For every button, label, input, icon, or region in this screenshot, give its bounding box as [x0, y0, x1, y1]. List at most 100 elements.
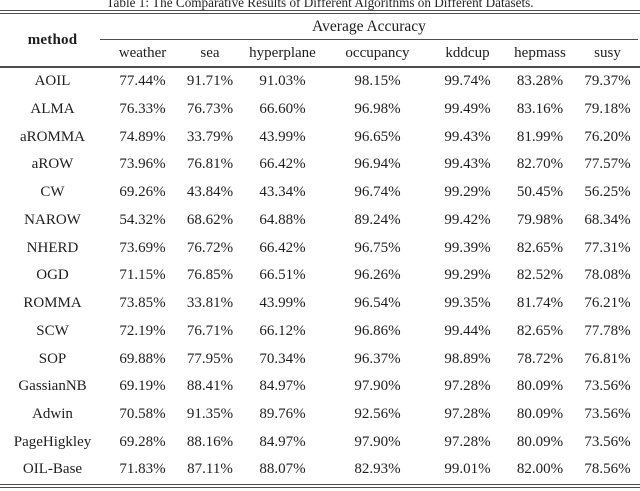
accuracy-value-cell: 99.01% [444, 461, 491, 478]
method-cell: SOP [38, 350, 67, 367]
accuracy-value-cell: 33.79% [186, 128, 234, 145]
accuracy-value-cell: 77.44% [119, 73, 166, 90]
method-cell: OGD [36, 267, 69, 284]
method-cell: NAROW [24, 211, 81, 228]
accuracy-value-cell: 96.74% [354, 184, 401, 201]
accuracy-value-cell: 77.95% [186, 350, 234, 367]
accuracy-value-cell: 76.33% [119, 101, 166, 118]
accuracy-value-cell: 68.62% [186, 211, 234, 228]
top-rule-lower [0, 13, 640, 15]
method-cell: OIL-Base [22, 461, 83, 478]
accuracy-value-cell: 79.98% [516, 211, 564, 228]
accuracy-value-cell: 96.54% [354, 295, 401, 312]
accuracy-value-cell: 96.94% [354, 156, 401, 173]
accuracy-value-cell: 70.34% [259, 350, 306, 367]
method-cell: CW [40, 184, 65, 201]
accuracy-value-cell: 99.43% [444, 156, 491, 173]
table-row: AOIL 77.44% 91.71% 91.03% 98.15% 99.74% 83.28%… [0, 68, 640, 96]
accuracy-value-cell: 73.69% [119, 239, 166, 256]
dataset-header-kddcup: kddcup [445, 44, 490, 61]
accuracy-value-cell: 91.03% [259, 73, 306, 90]
method-cell: aROW [31, 156, 74, 173]
accuracy-value-cell: 82.65% [516, 239, 564, 256]
accuracy-value-cell: 71.83% [119, 461, 166, 478]
accuracy-value-cell: 92.56% [354, 405, 401, 422]
accuracy-value-cell: 70.58% [119, 405, 166, 422]
accuracy-value-cell: 54.32% [119, 211, 166, 228]
accuracy-value-cell: 66.60% [259, 101, 306, 118]
accuracy-value-cell: 69.88% [119, 350, 166, 367]
accuracy-value-cell: 73.56% [584, 378, 631, 395]
accuracy-value-cell: 69.28% [119, 433, 166, 450]
table-row: CW 69.26% 43.84% 43.34% 96.74% 99.29% 50.45% 56… [0, 179, 640, 207]
accuracy-value-cell: 82.93% [354, 461, 401, 478]
top-rule-upper [0, 10, 640, 12]
accuracy-value-cell: 76.20% [584, 128, 631, 145]
dataset-header-hepmass: hepmass [514, 44, 566, 61]
dataset-header-row: weather sea hyperplane occupancy kddcup … [0, 40, 640, 66]
accuracy-value-cell: 79.37% [584, 73, 631, 90]
accuracy-value-cell: 89.24% [354, 211, 401, 228]
accuracy-value-cell: 97.28% [444, 433, 491, 450]
accuracy-value-cell: 66.42% [259, 239, 306, 256]
accuracy-value-cell: 91.71% [186, 73, 234, 90]
method-cell: PageHigkley [13, 433, 92, 450]
accuracy-value-cell: 66.12% [259, 322, 306, 339]
accuracy-value-cell: 84.97% [259, 433, 306, 450]
table-header: method Average Accuracy weather sea hype… [0, 14, 640, 66]
header-rule [0, 66, 640, 68]
accuracy-value-cell: 76.72% [186, 239, 234, 256]
accuracy-value-cell: 76.71% [186, 322, 234, 339]
accuracy-value-cell: 99.35% [444, 295, 491, 312]
accuracy-value-cell: 73.56% [584, 405, 631, 422]
accuracy-value-cell: 80.09% [516, 378, 564, 395]
accuracy-value-cell: 73.56% [584, 433, 631, 450]
accuracy-value-cell: 68.34% [584, 211, 631, 228]
accuracy-value-cell: 97.90% [354, 433, 401, 450]
accuracy-value-cell: 82.65% [516, 322, 564, 339]
method-cell: GassianNB [18, 378, 87, 395]
method-cell: SCW [36, 322, 69, 339]
accuracy-value-cell: 99.42% [444, 211, 491, 228]
accuracy-value-cell: 66.42% [259, 156, 306, 173]
dataset-header-hyperplane: hyperplane [249, 44, 316, 61]
table-row: ROMMA 73.85% 33.81% 43.99% 96.54% 99.35% 81.74… [0, 290, 640, 318]
dataset-header-susy: susy [594, 44, 621, 61]
accuracy-value-cell: 76.21% [584, 295, 631, 312]
accuracy-value-cell: 99.43% [444, 128, 491, 145]
accuracy-value-cell: 43.84% [186, 184, 234, 201]
accuracy-value-cell: 71.15% [119, 267, 166, 284]
accuracy-value-cell: 79.18% [584, 101, 631, 118]
accuracy-value-cell: 74.89% [119, 128, 166, 145]
accuracy-value-cell: 66.51% [259, 267, 306, 284]
accuracy-value-cell: 96.86% [354, 322, 401, 339]
dataset-header-occupancy: occupancy [345, 44, 410, 61]
accuracy-value-cell: 84.97% [259, 378, 306, 395]
table-row: Adwin 70.58% 91.35% 89.76% 92.56% 97.28% 80.09… [0, 401, 640, 429]
table-row: GassianNB 69.19% 88.41% 84.97% 97.90% 97.28% 8… [0, 373, 640, 401]
accuracy-value-cell: 96.98% [354, 101, 401, 118]
accuracy-value-cell: 99.49% [444, 101, 491, 118]
accuracy-value-cell: 76.81% [584, 350, 631, 367]
accuracy-value-cell: 82.70% [516, 156, 564, 173]
accuracy-value-cell: 97.90% [354, 378, 401, 395]
accuracy-value-cell: 98.15% [354, 73, 401, 90]
accuracy-value-cell: 96.37% [354, 350, 401, 367]
table-row: NHERD 73.69% 76.72% 66.42% 96.75% 99.39% 82.65… [0, 234, 640, 262]
accuracy-value-cell: 87.11% [187, 461, 233, 478]
accuracy-value-cell: 80.09% [516, 433, 564, 450]
method-cell: ALMA [30, 101, 75, 118]
accuracy-value-cell: 43.99% [259, 128, 306, 145]
accuracy-value-cell: 64.88% [259, 211, 306, 228]
accuracy-value-cell: 72.19% [119, 322, 166, 339]
method-cell: NHERD [26, 239, 79, 256]
accuracy-value-cell: 98.89% [444, 350, 491, 367]
table-row: SOP 69.88% 77.95% 70.34% 96.37% 98.89% 78.72% 7… [0, 345, 640, 373]
accuracy-value-cell: 82.52% [516, 267, 564, 284]
accuracy-value-cell: 43.34% [259, 184, 306, 201]
table-row: SCW 72.19% 76.71% 66.12% 96.86% 99.44% 82.65% 7… [0, 317, 640, 345]
table-row: aROW 73.96% 76.81% 66.42% 96.94% 99.43% 82.70%… [0, 151, 640, 179]
accuracy-value-cell: 50.45% [516, 184, 564, 201]
accuracy-value-cell: 99.29% [444, 184, 491, 201]
accuracy-value-cell: 81.74% [516, 295, 564, 312]
